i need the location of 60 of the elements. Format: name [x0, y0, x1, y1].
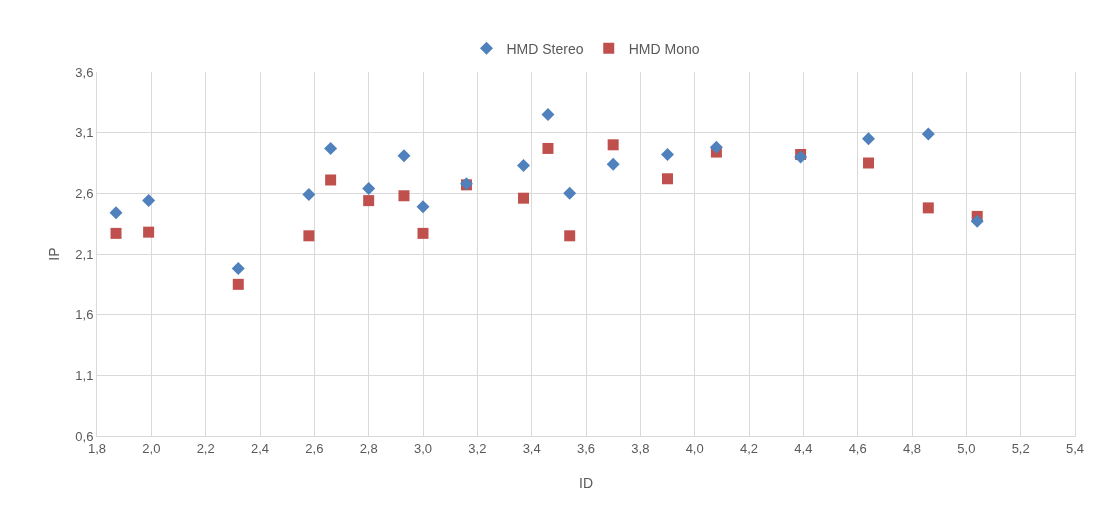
point	[302, 188, 316, 202]
y-tick-label: 3,6	[75, 64, 94, 80]
point	[863, 157, 875, 169]
point	[232, 278, 244, 290]
point	[324, 141, 338, 155]
x-tick-label: 3,8	[631, 440, 650, 456]
x-tick-label: 3,6	[576, 440, 596, 456]
x-tick-label: 4,6	[848, 440, 867, 456]
point	[363, 195, 375, 207]
x-tick-label: 5,4	[1065, 440, 1085, 456]
legend-label: HMD Stereo	[506, 40, 584, 57]
y-axis-title: IP	[46, 247, 62, 261]
x-tick-label: 4,2	[739, 440, 759, 456]
y-tick-label: 3,1	[75, 125, 94, 141]
y-tick-label: 2,1	[75, 246, 94, 262]
point	[564, 230, 576, 242]
x-tick-label: 2,4	[250, 440, 270, 456]
x-tick-label: 4,4	[794, 440, 813, 456]
x-tick-label: 2,0	[142, 440, 161, 456]
point	[661, 148, 674, 162]
x-axis-title: ID	[579, 475, 593, 491]
x-tick-label: 4,0	[685, 440, 704, 456]
point	[398, 190, 410, 202]
point	[541, 107, 555, 121]
point	[417, 227, 429, 239]
y-tick-label: 2,6	[75, 185, 94, 201]
point	[325, 174, 337, 186]
x-tick-label: 3,0	[413, 440, 433, 456]
point	[607, 139, 619, 151]
point	[542, 142, 554, 154]
point	[143, 226, 155, 238]
point	[109, 206, 123, 220]
point	[970, 214, 984, 228]
y-tick-label: 1,6	[75, 307, 94, 323]
point	[416, 200, 430, 214]
point	[563, 186, 577, 200]
legend-label: HMD Mono	[628, 40, 700, 57]
point	[362, 181, 376, 195]
point	[518, 192, 530, 204]
point	[922, 202, 934, 214]
point	[397, 149, 411, 163]
x-tick-label: 5,2	[1011, 440, 1030, 456]
point	[517, 158, 531, 172]
y-tick-label: 1,1	[75, 367, 94, 383]
point	[709, 140, 723, 154]
point	[606, 157, 620, 171]
x-tick-label: 3,2	[468, 440, 487, 456]
x-tick-label: 3,4	[522, 440, 541, 456]
point	[303, 230, 315, 242]
x-tick-label: 2,8	[359, 440, 378, 456]
x-tick-label: 2,2	[196, 440, 215, 456]
x-tick-label: 5,0	[957, 440, 976, 456]
x-tick-label: 2,6	[305, 440, 324, 456]
point	[921, 127, 935, 141]
point	[110, 227, 122, 239]
point	[231, 262, 245, 276]
x-tick-label: 4,8	[902, 440, 922, 456]
point	[142, 194, 156, 208]
point	[662, 173, 673, 185]
point	[862, 132, 876, 146]
